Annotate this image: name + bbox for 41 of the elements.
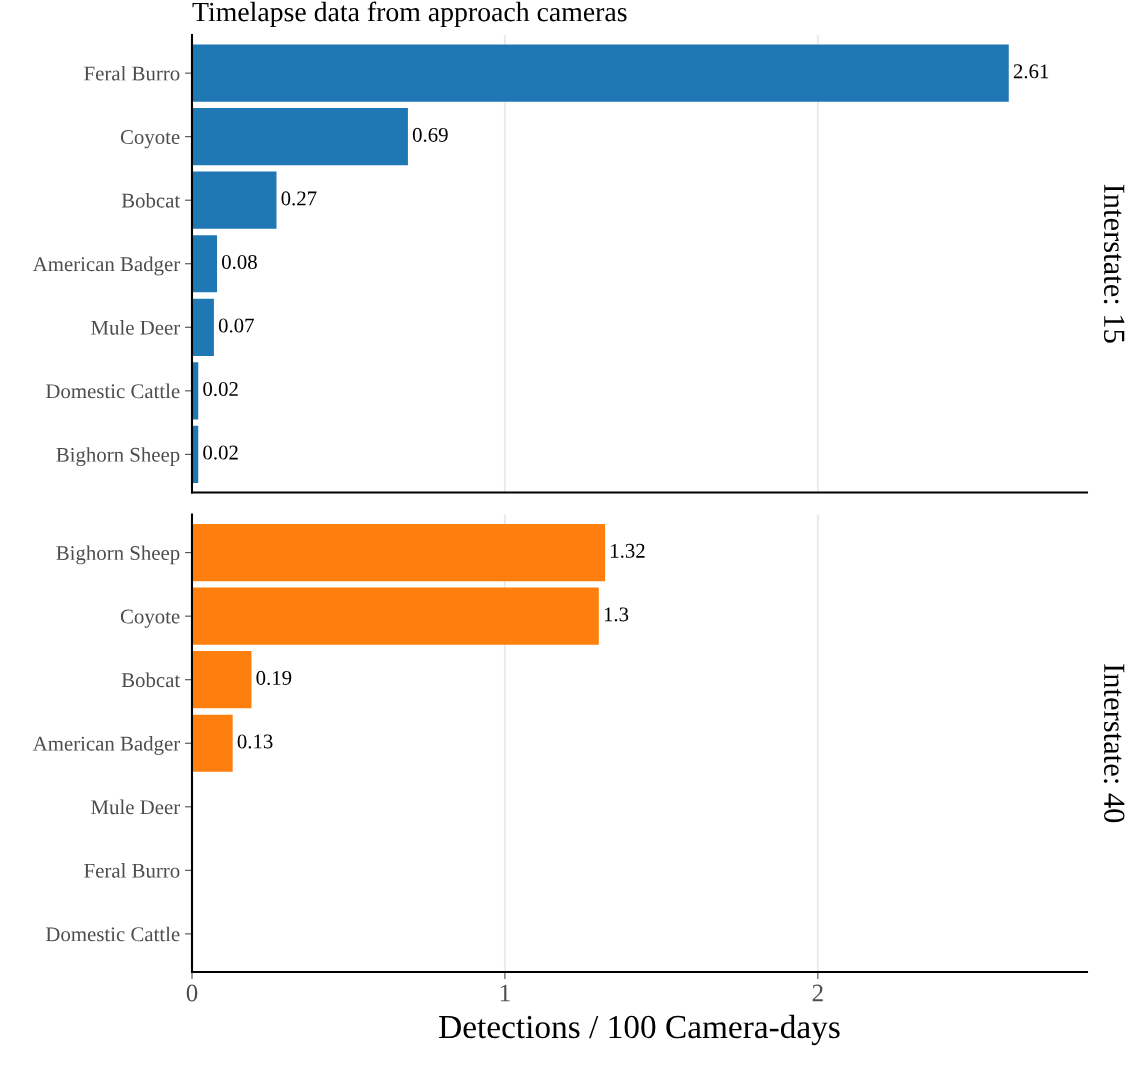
- x-tick-label: 1: [500, 984, 510, 1002]
- bar: [192, 44, 1009, 102]
- bar: [192, 714, 233, 772]
- bar: [192, 171, 277, 229]
- data-label: 0.69: [412, 127, 448, 142]
- y-tick-label: Domestic Cattle: [45, 926, 180, 942]
- data-label: 0.02: [203, 445, 238, 460]
- y-tick-label: American Badger: [32, 736, 181, 755]
- data-label: 2.61: [1013, 64, 1049, 79]
- bar: [192, 235, 218, 293]
- data-label: 1.3: [604, 607, 629, 622]
- y-tick-label: American Badger: [32, 256, 181, 276]
- data-label: 0.19: [256, 670, 292, 686]
- y-tick-label: Coyote: [120, 130, 180, 149]
- y-tick-label: Coyote: [120, 609, 180, 628]
- bar: [192, 108, 408, 166]
- data-label: 0.08: [222, 254, 257, 270]
- x-tick-label: 2: [812, 984, 823, 1002]
- y-tick-label: Bobcat: [121, 192, 181, 208]
- bar: [192, 587, 599, 645]
- y-tick-label: Feral Burro: [84, 863, 180, 878]
- data-label: 0.07: [218, 318, 254, 333]
- data-label: 0.02: [203, 381, 238, 397]
- x-axis-title: Detections / 100 Camera-days: [439, 1014, 840, 1046]
- bar: [192, 651, 252, 709]
- y-tick-label: Feral Burro: [84, 65, 180, 81]
- y-tick-label: Bobcat: [121, 672, 181, 688]
- text: Interstate: 15: [1103, 184, 1125, 343]
- x-tick-label: 0: [186, 984, 198, 1002]
- y-tick-label: Mule Deer: [91, 799, 181, 815]
- bar: [192, 298, 214, 356]
- y-tick-label: Bighorn Sheep: [56, 447, 180, 467]
- data-label: 1.32: [611, 543, 645, 558]
- text: Interstate: 40: [1103, 664, 1125, 823]
- bar: [192, 524, 606, 582]
- y-tick-label: Bighorn Sheep: [56, 545, 180, 565]
- data-label: 0.27: [281, 191, 317, 206]
- y-tick-label: Mule Deer: [91, 320, 181, 335]
- chart-title: Timelapse data from approach cameras: [192, 1, 627, 28]
- y-tick-label: Domestic Cattle: [45, 383, 180, 399]
- data-label: 0.13: [237, 734, 273, 749]
